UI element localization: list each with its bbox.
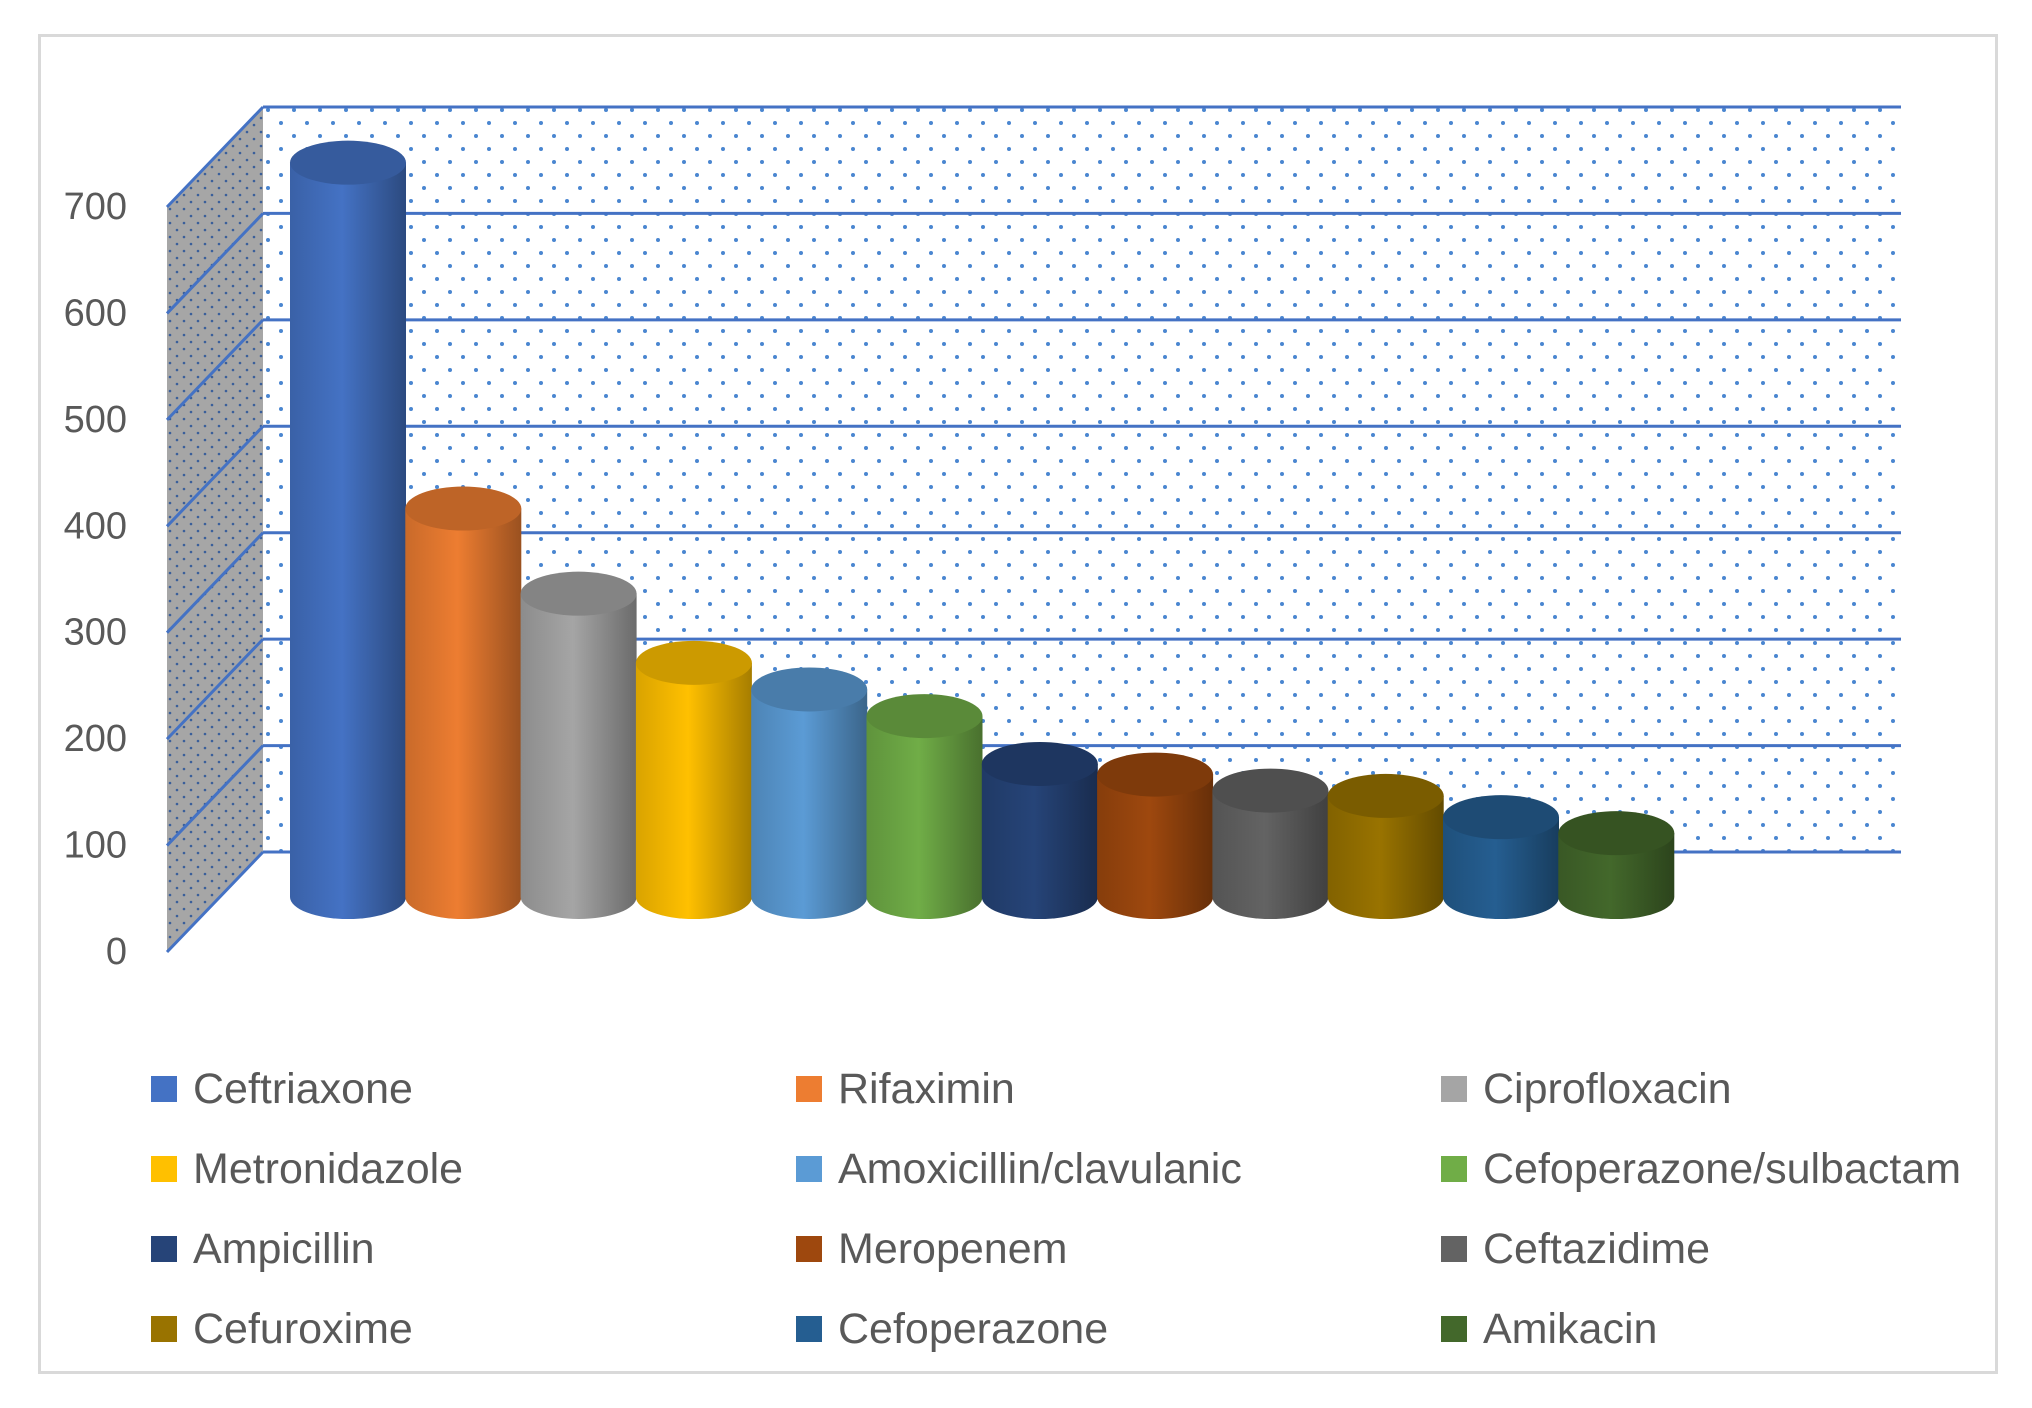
y-tick-label: 100 — [64, 825, 127, 867]
bars — [290, 140, 1675, 920]
legend-swatch — [1441, 1156, 1467, 1182]
bar-10 — [1327, 773, 1444, 920]
bar-9 — [1212, 768, 1329, 920]
legend-label: Metronidazole — [193, 1144, 464, 1193]
bar-4 — [635, 640, 752, 920]
bar-8 — [1097, 752, 1214, 920]
legend-swatch — [796, 1076, 822, 1102]
gridline — [165, 531, 1901, 634]
legend-swatch — [151, 1316, 177, 1342]
legend-swatch — [796, 1316, 822, 1342]
legend-label: Ceftazidime — [1483, 1224, 1711, 1273]
bar-7 — [981, 741, 1098, 919]
legend-item: Ampicillin — [151, 1224, 796, 1273]
legend-item: Ceftriaxone — [151, 1064, 796, 1113]
gridline — [165, 211, 1901, 315]
legend-swatch — [796, 1236, 822, 1262]
legend-item: Cefuroxime — [151, 1304, 796, 1353]
legend-label: Cefoperazone — [838, 1304, 1109, 1353]
chart-frame: 0 100 200 300 400 500 600 700 Ceftriaxone Rifaxi… — [38, 34, 1998, 1374]
legend-swatch — [1441, 1076, 1467, 1102]
bar-1 — [290, 140, 406, 920]
bar-6 — [866, 694, 983, 920]
legend-item: Amikacin — [1441, 1304, 2031, 1353]
legend-label: Meropenem — [838, 1224, 1068, 1273]
y-tick-label: 400 — [64, 505, 127, 547]
legend-item: Cefoperazone — [796, 1304, 1441, 1353]
legend-item: Meropenem — [796, 1224, 1441, 1273]
legend-swatch — [796, 1156, 822, 1182]
y-tick-label: 300 — [64, 612, 127, 654]
legend-label: Amikacin — [1483, 1304, 1658, 1353]
chart-plot: 0 100 200 300 400 500 600 700 — [64, 105, 1901, 973]
legend-item: Cefoperazone/sulbactam — [1441, 1144, 2031, 1193]
legend-swatch — [1441, 1236, 1467, 1262]
legend-label: Cefuroxime — [193, 1304, 413, 1353]
legend-item: Amoxicillin/clavulanic — [796, 1144, 1441, 1193]
bar-12 — [1558, 811, 1675, 920]
bar-11 — [1443, 795, 1559, 919]
bar-5 — [751, 667, 868, 919]
y-tick-label: 700 — [64, 186, 127, 228]
legend-item: Metronidazole — [151, 1144, 796, 1193]
legend-item: Ciprofloxacin — [1441, 1064, 2031, 1113]
legend: Ceftriaxone Rifaximin Ciprofloxacin Metroni… — [151, 1064, 2031, 1353]
y-tick-label: 0 — [106, 931, 127, 973]
y-axis-ticks: 0 100 200 300 400 500 600 700 — [64, 186, 127, 973]
y-tick-label: 600 — [64, 292, 127, 334]
gridline — [165, 424, 1901, 528]
y-tick-label: 500 — [64, 399, 127, 441]
legend-label: Ceftriaxone — [193, 1064, 413, 1113]
legend-label: Amoxicillin/clavulanic — [838, 1144, 1242, 1193]
legend-label: Ciprofloxacin — [1483, 1064, 1732, 1113]
legend-swatch — [151, 1156, 177, 1182]
legend-swatch — [151, 1076, 177, 1102]
legend-label: Rifaximin — [838, 1064, 1015, 1113]
bar-3 — [520, 571, 637, 919]
legend-item: Ceftazidime — [1441, 1224, 2031, 1273]
y-tick-label: 200 — [64, 718, 127, 760]
legend-label: Cefoperazone/sulbactam — [1483, 1144, 1962, 1193]
bar-2 — [405, 486, 522, 920]
legend-label: Ampicillin — [193, 1224, 375, 1273]
legend-item: Rifaximin — [796, 1064, 1441, 1113]
gridline — [165, 318, 1901, 421]
legend-swatch — [151, 1236, 177, 1262]
plot-side-wall — [167, 107, 263, 952]
legend-swatch — [1441, 1316, 1467, 1342]
gridline — [165, 105, 1901, 209]
